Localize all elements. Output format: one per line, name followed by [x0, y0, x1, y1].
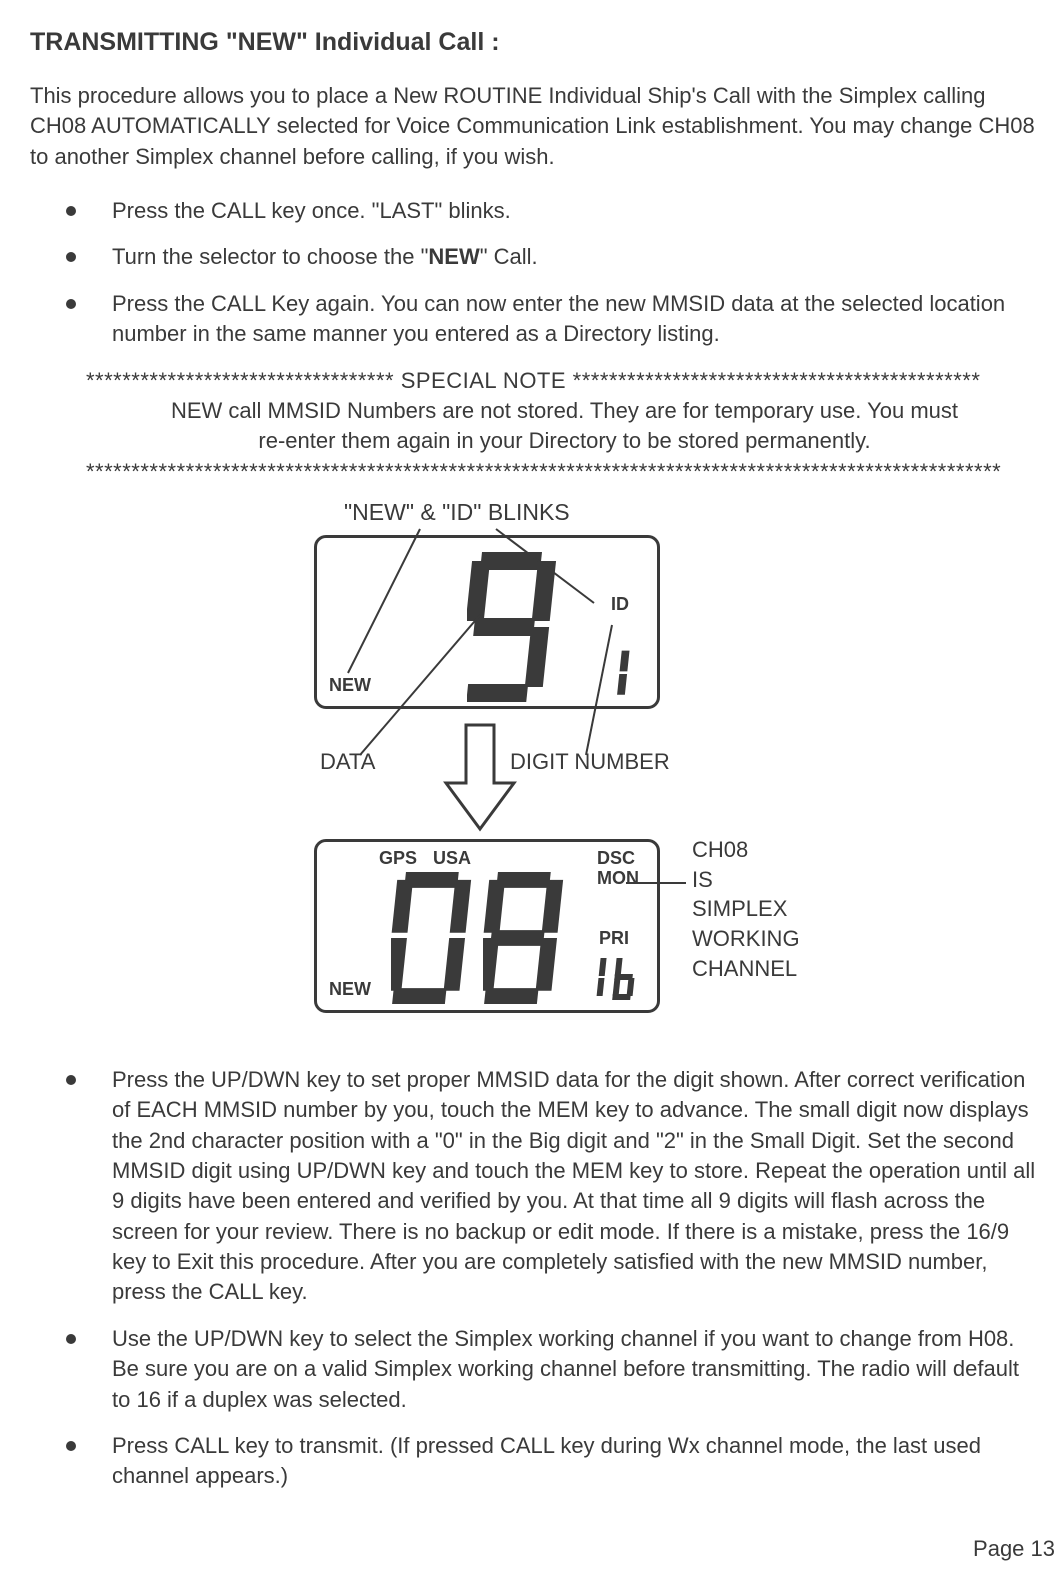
step-1: Press the CALL key once. "LAST" blinks.: [66, 196, 1040, 226]
note-line-2: re-enter them again in your Directory to…: [86, 426, 1043, 456]
note-bottom-stars: ****************************************…: [86, 457, 1043, 487]
steps-list-bottom: Press the UP/DWN key to set proper MMSID…: [30, 1065, 1040, 1492]
step-3: Press the CALL Key again. You can now en…: [66, 289, 1040, 350]
step-5: Use the UP/DWN key to select the Simplex…: [66, 1324, 1040, 1415]
step-2-bold: NEW: [428, 244, 479, 269]
step-6: Press CALL key to transmit. (If pressed …: [66, 1431, 1040, 1492]
step-2-a: Turn the selector to choose the ": [112, 244, 428, 269]
step-4: Press the UP/DWN key to set proper MMSID…: [66, 1065, 1040, 1308]
intro-paragraph: This procedure allows you to place a New…: [30, 81, 1040, 172]
ch08-pointer: [30, 495, 730, 1055]
steps-list-top: Press the CALL key once. "LAST" blinks. …: [30, 196, 1040, 349]
special-note: ********************************** SPECI…: [86, 366, 1043, 487]
step-2: Turn the selector to choose the "NEW" Ca…: [66, 242, 1040, 272]
page-number: Page 13: [973, 1536, 1055, 1562]
label-ch08: CH08 IS SIMPLEX WORKING CHANNEL: [692, 835, 800, 983]
step-2-c: " Call.: [480, 244, 538, 269]
page-title: TRANSMITTING "NEW" Individual Call :: [30, 28, 1043, 57]
note-line-1: NEW call MMSID Numbers are not stored. T…: [86, 396, 1043, 426]
note-top-stars: ********************************** SPECI…: [86, 366, 1043, 396]
lcd-diagram: "NEW" & "ID" BLINKS NEW ID: [30, 495, 1043, 1055]
